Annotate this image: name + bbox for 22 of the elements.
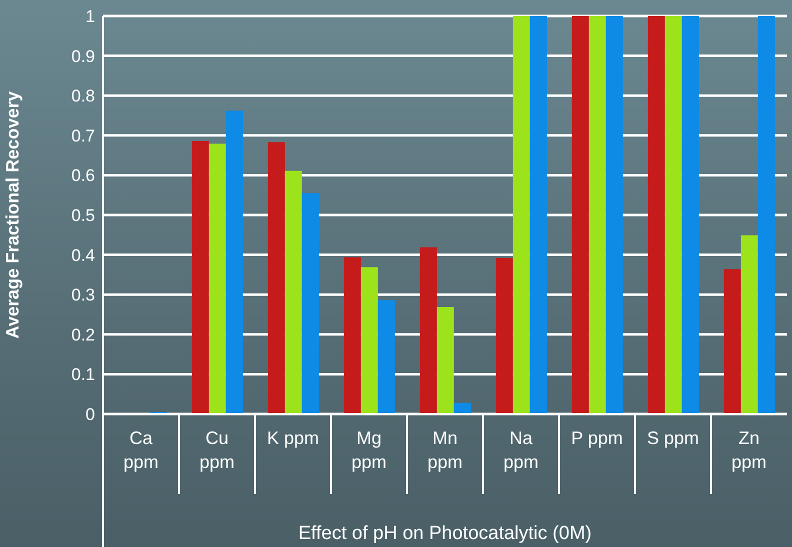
x-tick-label: Mn ppm bbox=[427, 428, 463, 472]
y-tick-label: 0.3 bbox=[71, 286, 95, 305]
x-tick-label: K ppm bbox=[266, 428, 320, 448]
x-tick-label: Mg ppm bbox=[351, 428, 387, 472]
x-tick-label: S ppm bbox=[646, 428, 700, 448]
y-axis-title: Average Fractional Recovery bbox=[2, 91, 22, 339]
y-tick-label: 0.7 bbox=[71, 126, 95, 146]
x-tick-label: Ca ppm bbox=[123, 428, 159, 472]
y-tick-label: 0.4 bbox=[71, 246, 95, 265]
x-tick-label: Na ppm bbox=[503, 428, 539, 472]
y-tick-label: 0.6 bbox=[71, 166, 95, 186]
x-tick-label: P ppm bbox=[571, 428, 623, 448]
y-tick-label: 0.5 bbox=[71, 206, 95, 226]
y-tick-label: 0.2 bbox=[71, 325, 95, 344]
x-tick-label: Zn ppm bbox=[731, 428, 767, 472]
y-tick-label: 0.9 bbox=[71, 46, 95, 66]
x-tick-label: Cu ppm bbox=[199, 428, 235, 472]
y-tick-label: 0.1 bbox=[71, 365, 95, 384]
x-axis-title: Effect of pH on Photocatalytic (0M) bbox=[298, 523, 592, 544]
y-tick-label: 0.8 bbox=[71, 86, 95, 106]
y-tick-label: 0 bbox=[86, 405, 95, 424]
y-tick-label: 1 bbox=[86, 7, 95, 26]
